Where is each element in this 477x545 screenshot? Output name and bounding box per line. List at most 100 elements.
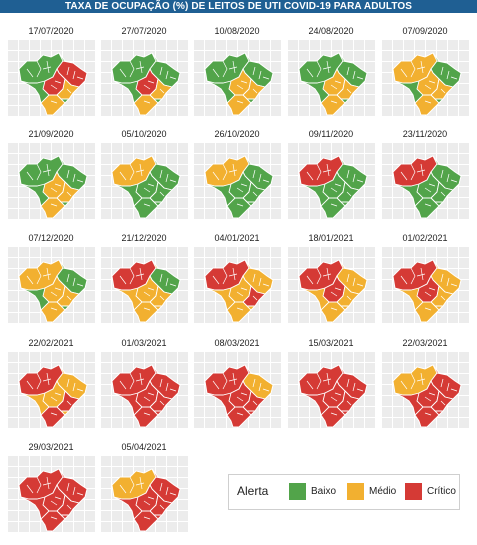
state-border — [326, 163, 330, 177]
state-group-s — [226, 197, 252, 219]
state-border — [330, 100, 338, 104]
state-group-s — [133, 197, 159, 219]
brazil-map — [7, 455, 95, 533]
state-border — [330, 307, 338, 311]
map-panel: 09/11/2020 — [287, 127, 375, 222]
map-panel: 05/04/2021 — [100, 440, 188, 535]
state-border — [258, 382, 262, 392]
state-border — [316, 163, 322, 181]
state-border — [228, 378, 238, 382]
state-border — [135, 169, 145, 173]
state-border — [252, 169, 256, 179]
map-panel: 01/03/2021 — [100, 336, 188, 431]
state-border — [258, 173, 262, 183]
state-border — [236, 291, 244, 297]
panel-date: 27/07/2020 — [121, 26, 167, 36]
state-border — [159, 273, 163, 283]
state-border — [352, 277, 356, 287]
state-border — [236, 187, 244, 193]
state-border — [159, 400, 165, 406]
brazil-map-svg — [298, 364, 368, 428]
state-border — [322, 169, 332, 173]
state-border — [119, 275, 127, 285]
state-border — [228, 66, 238, 70]
state-border — [50, 187, 58, 193]
brazil-map-svg — [204, 155, 274, 219]
state-border — [139, 476, 143, 490]
state-border — [76, 492, 84, 496]
panel-date: 24/08/2020 — [308, 26, 354, 36]
state-border — [428, 80, 436, 84]
state-border — [252, 88, 258, 94]
state-border — [424, 307, 432, 311]
state-border — [42, 273, 52, 277]
state-border — [306, 171, 314, 181]
brazil-map — [100, 142, 188, 220]
state-border — [236, 307, 244, 311]
state-group-s — [414, 197, 440, 219]
state-border — [252, 378, 256, 388]
state-group-s — [40, 301, 66, 323]
state-group-se — [336, 390, 360, 412]
map-panel: 21/12/2020 — [100, 231, 188, 326]
map-panel: 23/11/2020 — [381, 127, 469, 222]
state-border — [222, 163, 228, 181]
state-border — [410, 163, 416, 181]
state-border — [424, 100, 432, 104]
state-border — [236, 100, 244, 104]
brazil-map — [193, 351, 281, 429]
state-border — [232, 267, 236, 281]
state-border — [346, 295, 352, 301]
state-border — [346, 378, 350, 388]
state-border — [322, 66, 332, 70]
state-border — [356, 388, 364, 392]
state-border — [66, 88, 72, 94]
state-border — [66, 191, 72, 197]
state-border — [135, 66, 145, 70]
state-group-se — [242, 78, 266, 100]
panel-date: 29/03/2021 — [28, 442, 74, 452]
state-border — [50, 500, 58, 506]
brazil-map-svg — [111, 468, 181, 532]
state-border — [446, 382, 450, 392]
state-border — [316, 372, 322, 390]
state-border — [410, 372, 416, 390]
state-border — [66, 400, 72, 406]
map-panel: 10/08/2020 — [193, 24, 281, 119]
state-group-se — [336, 285, 360, 307]
state-border — [147, 80, 155, 84]
state-border — [36, 267, 42, 285]
state-border — [232, 60, 236, 74]
state-border — [50, 291, 58, 297]
state-border — [400, 380, 408, 390]
state-group-se — [430, 78, 454, 100]
panel-date: 10/08/2020 — [214, 26, 260, 36]
brazil-map-svg — [392, 364, 462, 428]
state-border — [428, 392, 436, 396]
state-border — [306, 275, 314, 285]
state-border — [212, 275, 220, 285]
state-border — [147, 392, 155, 396]
state-border — [326, 267, 330, 281]
state-border — [143, 203, 151, 207]
brazil-map — [193, 246, 281, 324]
state-group-s — [40, 197, 66, 219]
panel-date: 22/03/2021 — [402, 338, 448, 348]
panel-date: 09/11/2020 — [308, 129, 354, 139]
state-border — [416, 273, 426, 277]
map-panel: 22/02/2021 — [7, 336, 95, 431]
state-border — [72, 70, 76, 80]
state-border — [169, 76, 177, 80]
state-group-s — [133, 94, 159, 116]
state-border — [252, 273, 256, 283]
state-border — [129, 476, 135, 494]
state-border — [240, 80, 248, 84]
state-border — [334, 392, 342, 396]
state-border — [262, 179, 270, 183]
state-border — [42, 378, 52, 382]
state-border — [169, 492, 177, 496]
map-panel: 24/08/2020 — [287, 24, 375, 119]
state-border — [159, 88, 165, 94]
state-border — [76, 283, 84, 287]
panel-date: 23/11/2020 — [402, 129, 448, 139]
